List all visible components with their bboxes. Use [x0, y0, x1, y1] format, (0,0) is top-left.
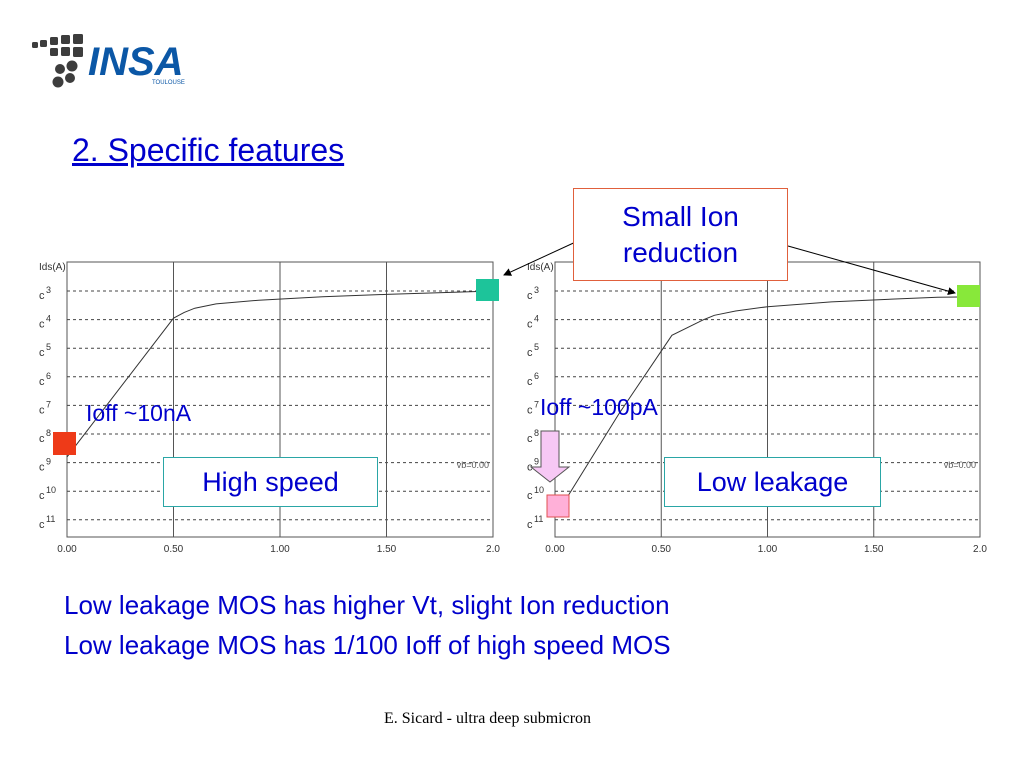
x-tick-label: 0.50 [652, 544, 672, 555]
ids-vds-curve [554, 296, 981, 518]
callout-arrow-to-high-speed [503, 239, 581, 276]
x-tick-label: 1.50 [377, 544, 397, 555]
ion-marker-low-leakage [957, 285, 980, 307]
x-tick-label: 1.50 [864, 544, 884, 555]
ioff-marker-low-leakage [546, 494, 570, 518]
x-tick-label: 2.0 [486, 544, 500, 555]
y-tick-base: c [39, 290, 45, 302]
x-tick-label: 1.00 [758, 544, 778, 555]
y-tick-label: 11 [534, 514, 543, 524]
y-tick-label: 6 [46, 371, 51, 381]
y-tick-label: 5 [534, 342, 539, 352]
callout-arrow-to-low-leakage [787, 245, 956, 295]
y-tick-base: c [527, 519, 533, 531]
y-tick-base: c [39, 347, 45, 359]
ioff-shift-down-arrow-icon [529, 430, 571, 483]
slide-footer: E. Sicard - ultra deep submicron [384, 710, 592, 727]
small-ion-callout-line-1: Small Ion [622, 201, 739, 232]
ids-vds-curve [66, 290, 494, 458]
high-speed-callout: High speed [163, 457, 378, 507]
y-tick-base: c [527, 290, 533, 302]
low-leakage-callout: Low leakage [664, 457, 881, 507]
y-tick-label: 7 [534, 399, 539, 409]
summary-line-2: Low leakage MOS has 1/100 Ioff of high s… [64, 630, 671, 660]
y-tick-base: c [39, 319, 45, 331]
ioff-low-leakage-label: Ioff ~100pA [540, 394, 658, 420]
logo-dots-icon [32, 34, 83, 88]
y-tick-base: c [39, 462, 45, 474]
logo-subtext: TOULOUSE [152, 80, 185, 86]
small-ion-reduction-callout: Small Ion reduction [573, 188, 788, 281]
bias-annotation: vb=0.00 [944, 460, 976, 470]
y-tick-base: c [39, 404, 45, 416]
y-tick-label: 3 [534, 285, 539, 295]
y-tick-label: 10 [534, 485, 544, 495]
y-tick-base: c [527, 347, 533, 359]
y-tick-base: c [527, 490, 533, 502]
y-tick-label: 5 [46, 342, 51, 352]
logo-text: INSA [88, 40, 184, 84]
y-tick-label: 4 [534, 314, 539, 324]
ioff-high-speed-label: Ioff ~10nA [86, 400, 192, 426]
y-tick-label: 4 [46, 314, 51, 324]
y-tick-base: c [527, 376, 533, 388]
ioff-marker-high-speed [53, 432, 76, 455]
insa-logo: INSA TOULOUSE [32, 34, 185, 88]
y-tick-label: 9 [46, 457, 51, 467]
y-tick-base: c [527, 433, 533, 445]
y-axis-label: Ids(A) [39, 262, 66, 273]
x-tick-label: 1.00 [270, 544, 290, 555]
y-tick-label: 3 [46, 285, 51, 295]
y-tick-label: 8 [46, 428, 51, 438]
y-tick-base: c [39, 376, 45, 388]
slide-title: 2. Specific features [72, 132, 345, 168]
x-tick-label: 0.50 [164, 544, 184, 555]
small-ion-callout-line-2: reduction [622, 237, 739, 268]
y-tick-base: c [527, 462, 533, 474]
y-tick-label: 11 [46, 514, 55, 524]
bias-annotation: vb=0.00 [457, 460, 489, 470]
y-tick-base: c [39, 490, 45, 502]
y-tick-label: 9 [534, 457, 539, 467]
x-tick-label: 0.00 [57, 544, 77, 555]
y-tick-label: 10 [46, 485, 56, 495]
y-tick-base: c [39, 519, 45, 531]
y-tick-label: 7 [46, 399, 51, 409]
x-tick-label: 0.00 [545, 544, 565, 555]
y-tick-base: c [527, 404, 533, 416]
ion-marker-high-speed [476, 279, 499, 301]
x-tick-label: 2.0 [973, 544, 987, 555]
y-tick-base: c [527, 319, 533, 331]
y-axis-label: Ids(A) [527, 262, 554, 273]
y-tick-base: c [39, 433, 45, 445]
y-tick-label: 8 [534, 428, 539, 438]
y-tick-label: 6 [534, 371, 539, 381]
summary-line-1: Low leakage MOS has higher Vt, slight Io… [64, 590, 670, 620]
